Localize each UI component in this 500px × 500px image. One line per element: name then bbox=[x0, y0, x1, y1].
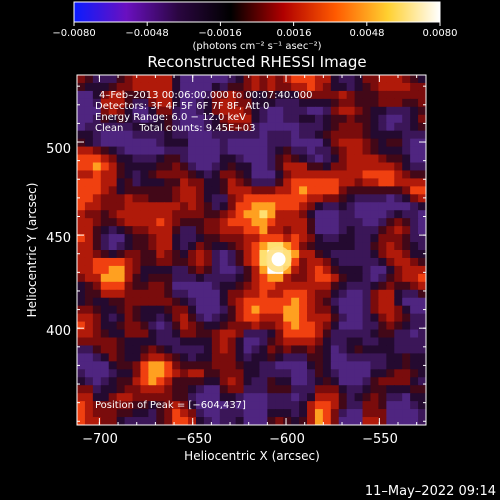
colorbar-strip bbox=[73, 1, 441, 23]
colorbar-tick-marks bbox=[73, 22, 441, 26]
colorbar-tick-label: 0.0016 bbox=[277, 28, 312, 39]
y-axis-label: Heliocentric Y (arcsec) bbox=[25, 183, 39, 318]
y-tick-label: 450 bbox=[46, 231, 71, 246]
y-tick-label: 500 bbox=[46, 142, 71, 157]
annotation-time-range: 4–Feb–2013 00:06:00.000 to 00:07:40.000 bbox=[99, 90, 312, 101]
colorbar-tick-label: 0.0080 bbox=[423, 28, 458, 39]
annotation-counts: Clean Total counts: 9.45E+03 bbox=[95, 123, 255, 134]
annotation-energy: Energy Range: 6.0 − 12.0 keV bbox=[95, 112, 246, 123]
x-tick-label: −550 bbox=[362, 432, 398, 447]
peak-position-label: Position of Peak = [−604,437] bbox=[95, 400, 246, 411]
y-tick-label: 400 bbox=[46, 324, 71, 339]
colorbar-tick-label: −0.0016 bbox=[198, 28, 241, 39]
chart-title: Reconstructed RHESSI Image bbox=[147, 53, 366, 71]
plot-frame bbox=[76, 74, 427, 426]
heatmap-image bbox=[77, 75, 426, 425]
colorbar-units: (photons cm⁻² s⁻¹ asec⁻²) bbox=[192, 41, 321, 52]
x-tick-label: −700 bbox=[82, 432, 118, 447]
x-axis-label: Heliocentric X (arcsec) bbox=[184, 449, 320, 463]
generation-date: 11–May–2022 09:14 bbox=[365, 484, 496, 499]
colorbar-tick-label: 0.0048 bbox=[350, 28, 385, 39]
annotation-detectors: Detectors: 3F 4F 5F 6F 7F 8F, Att 0 bbox=[95, 101, 269, 112]
colorbar-tick-label: −0.0080 bbox=[52, 28, 95, 39]
x-tick-label: −650 bbox=[176, 432, 212, 447]
colorbar: −0.0080 −0.0048 −0.0016 0.0016 0.0048 0.… bbox=[52, 1, 458, 52]
x-tick-label: −600 bbox=[269, 432, 305, 447]
axis-tick-marks bbox=[77, 75, 426, 425]
colorbar-tick-label: −0.0048 bbox=[125, 28, 168, 39]
